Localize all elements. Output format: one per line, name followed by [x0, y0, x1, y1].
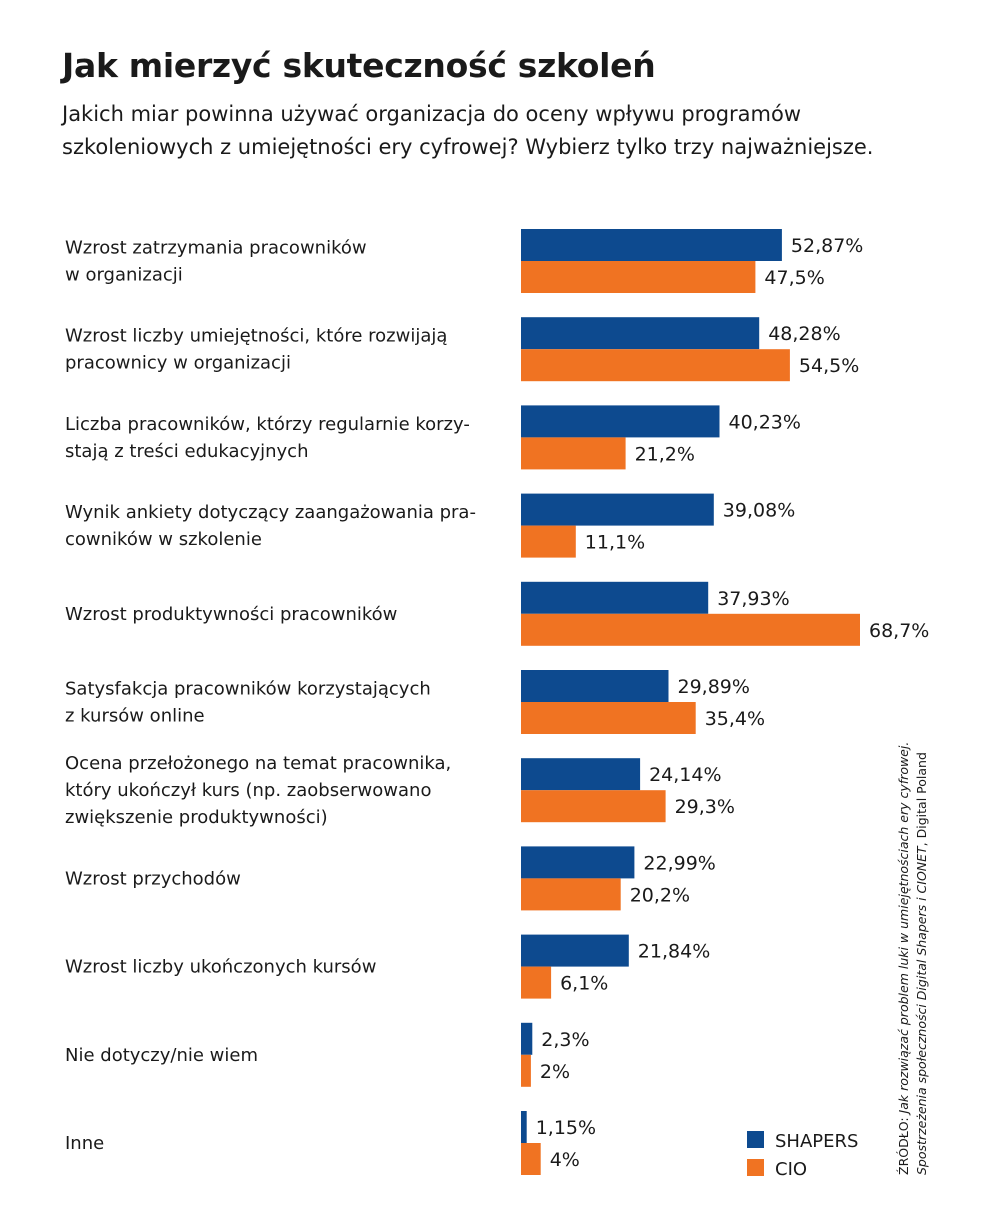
value-label-shapers: 22,99% [643, 852, 715, 874]
category-label-line: który ukończył kurs (np. zaobserwowano [65, 780, 431, 801]
category-label-line: Wynik ankiety dotyczący zaangażowania pr… [65, 502, 476, 523]
category-label-line: cowników w szkolenie [65, 529, 262, 550]
bar-cio [521, 525, 576, 558]
category-label-line: pracownicy w organizacji [65, 353, 291, 374]
category-label-line: Satysfakcja pracowników korzystających [65, 679, 431, 700]
bar-cio [521, 966, 552, 999]
category-label-line: w organizacji [65, 265, 183, 286]
source-note: ŹRÓDŁO: Jak rozwiązać problem luki w umi… [895, 735, 931, 1175]
category-label: Wzrost zatrzymania pracowników w organiza… [65, 238, 367, 286]
category-label: Nie dotyczy/nie wiem [65, 1045, 258, 1066]
category-label: Wzrost liczby umiejętności, które rozwij… [65, 326, 447, 374]
value-label-shapers: 40,23% [729, 411, 801, 433]
value-label-cio: 6,1% [560, 973, 608, 995]
category-label-line: zwiększenie produktywności) [65, 807, 328, 828]
legend-swatch-shapers [747, 1131, 764, 1148]
value-label-shapers: 52,87% [791, 235, 863, 257]
bar-cio [521, 261, 756, 293]
bar-cio [521, 1143, 541, 1175]
bar-shapers [521, 670, 669, 702]
source-prefix: ŹRÓDŁO: [896, 1113, 911, 1175]
value-label-shapers: 39,08% [723, 500, 795, 522]
value-label-shapers: 48,28% [768, 323, 840, 345]
category-label-line: Inne [65, 1133, 104, 1154]
value-label-cio: 35,4% [705, 708, 765, 730]
value-label-shapers: 2,3% [541, 1029, 589, 1051]
category-labels: Wzrost zatrzymania pracowników w organiza… [65, 238, 476, 1155]
category-label-line: Wzrost przychodów [65, 868, 241, 889]
category-label-line: Wzrost produktywności pracowników [65, 604, 397, 625]
chart-subtitle: Jakich miar powinna używać organizacja d… [62, 102, 874, 159]
value-label-shapers: 21,84% [638, 941, 710, 963]
value-label-cio: 20,2% [630, 884, 690, 906]
source-subtitle: Spostrzeżenia społeczności Digital Shape… [914, 846, 929, 1175]
value-label-shapers: 24,14% [649, 764, 721, 786]
bars [521, 229, 860, 1175]
value-label-cio: 2% [540, 1061, 570, 1083]
legend-label-cio: CIO [775, 1159, 807, 1180]
bar-shapers [521, 405, 720, 438]
category-label: Liczba pracowników, którzy regularnie ko… [65, 414, 470, 462]
bar-shapers [521, 1111, 527, 1143]
bar-shapers [521, 581, 709, 614]
value-labels: 52,87% 47,5% 48,28% 54,5% 40,23% 21,2% 39,08% 1… [536, 235, 930, 1171]
value-label-shapers: 29,89% [678, 676, 750, 698]
legend-swatch-cio [747, 1159, 764, 1176]
value-label-cio: 29,3% [675, 796, 735, 818]
category-label-line: Wzrost zatrzymania pracowników [65, 238, 367, 259]
bar-cio [521, 349, 790, 382]
bar-shapers [521, 758, 641, 791]
bar-cio [521, 702, 696, 734]
category-label-line: Ocena przełożonego na temat pracownika, [65, 753, 451, 774]
bar-shapers [521, 934, 629, 967]
bar-cio [521, 790, 666, 823]
bar-shapers [521, 317, 760, 350]
category-label-line: z kursów online [65, 706, 205, 727]
value-label-cio: 21,2% [635, 443, 695, 465]
value-label-cio: 47,5% [764, 267, 824, 289]
bar-cio [521, 437, 626, 470]
category-label-line: Nie dotyczy/nie wiem [65, 1045, 258, 1066]
category-label-line: Liczba pracowników, którzy regularnie ko… [65, 414, 470, 435]
category-label: Wzrost liczby ukończonych kursów [65, 957, 376, 978]
category-label-line: stają z treści edukacyjnych [65, 441, 308, 462]
value-label-cio: 11,1% [585, 532, 645, 554]
value-label-cio: 68,7% [869, 620, 929, 642]
source-publisher: , Digital Poland [914, 752, 929, 847]
legend-label-shapers: SHAPERS [775, 1131, 858, 1152]
bar-shapers [521, 229, 782, 261]
category-label: Wzrost przychodów [65, 868, 241, 889]
category-label: Wzrost produktywności pracowników [65, 604, 397, 625]
value-label-shapers: 1,15% [536, 1117, 596, 1139]
bar-cio [521, 878, 621, 911]
category-label: Inne [65, 1133, 104, 1154]
bar-shapers [521, 846, 635, 879]
source-title: Jak rozwiązać problem luki w umiejętnośc… [896, 741, 911, 1114]
category-label-line: Wzrost liczby umiejętności, które rozwij… [65, 326, 447, 347]
bar-shapers [521, 493, 714, 526]
category-label: Ocena przełożonego na temat pracownika, k… [65, 753, 451, 828]
chart-title: Jak mierzyć skuteczność szkoleń [62, 46, 656, 85]
category-label: Satysfakcja pracowników korzystających z … [65, 679, 431, 727]
bar-cio [521, 613, 860, 646]
bar-cio [521, 1054, 531, 1087]
value-label-shapers: 37,93% [717, 588, 789, 610]
category-label: Wynik ankiety dotyczący zaangażowania pr… [65, 502, 476, 550]
legend: SHAPERS CIO [747, 1131, 858, 1180]
category-label-line: Wzrost liczby ukończonych kursów [65, 957, 376, 978]
bar-shapers [521, 1022, 533, 1055]
value-label-cio: 4% [550, 1149, 580, 1171]
value-label-cio: 54,5% [799, 355, 859, 377]
